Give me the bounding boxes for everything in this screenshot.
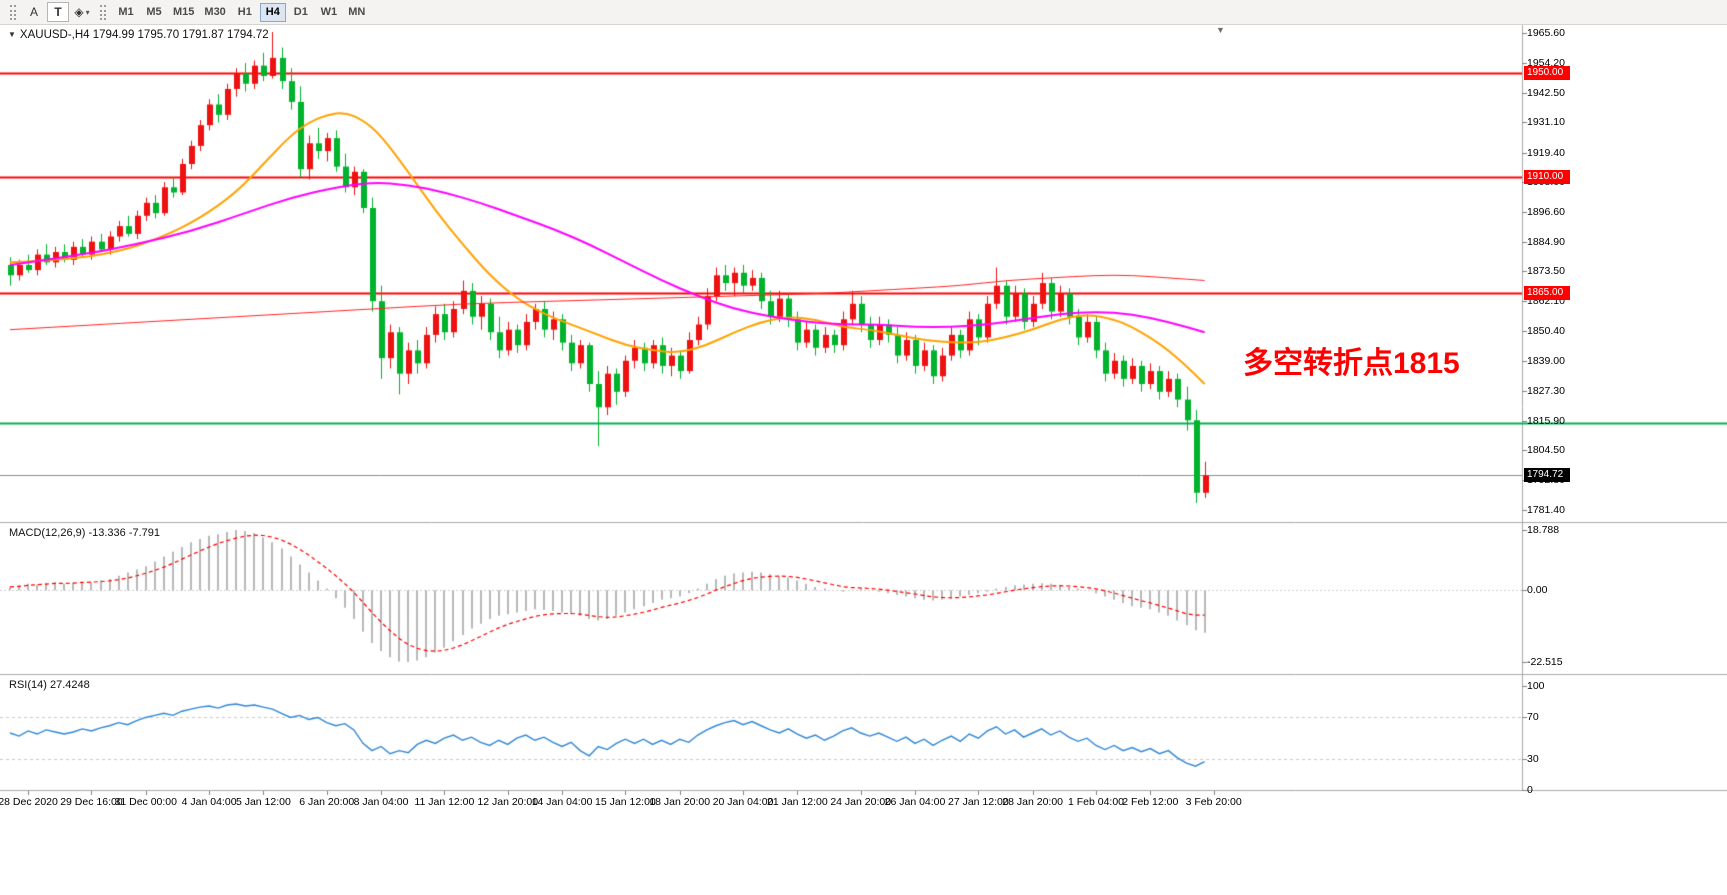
symbol-ohlc-line: ▼ XAUUSD-,H4 1794.99 1795.70 1791.87 1794… — [8, 29, 269, 41]
price-axis-label: 1850.40 — [1527, 325, 1565, 338]
timeframe-button-m15[interactable]: M15 — [173, 6, 195, 18]
price-axis-label: 1954.20 — [1527, 56, 1565, 69]
shapes-dropdown-icon[interactable]: ◈ ▾ — [74, 5, 90, 19]
time-axis-label: 4 Jan 04:00 — [181, 796, 237, 808]
rsi-axis-label: 0 — [1527, 784, 1533, 796]
toolbar-grip[interactable] — [100, 4, 106, 20]
timeframe-button-d1[interactable]: D1 — [293, 6, 308, 18]
hline-price-label[interactable]: 1950.00 — [1524, 66, 1570, 81]
time-axis-label: 28 Dec 2020 — [0, 796, 58, 808]
rsi-axis-label: 100 — [1527, 680, 1545, 693]
timeframe-button-m1[interactable]: M1 — [118, 6, 134, 18]
macd-axis-label: 18.788 — [1527, 524, 1560, 537]
chart-annotation-text[interactable]: 多空转折点1815 — [1243, 347, 1460, 380]
time-axis-label: 21 Jan 12:00 — [766, 796, 828, 808]
chart-shift-marker-icon[interactable]: ▼ — [1216, 25, 1225, 35]
timeframe-button-mn[interactable]: MN — [348, 6, 366, 18]
price-axis-label: 1884.90 — [1527, 235, 1565, 248]
macd-indicator-label: MACD(12,26,9) -13.336 -7.791 — [9, 527, 161, 539]
time-axis-label: 14 Jan 04:00 — [531, 796, 593, 808]
rsi-axis-label: 70 — [1527, 711, 1539, 724]
time-axis-label: 6 Jan 20:00 — [299, 796, 355, 808]
toolbar: A T ◈ ▾ M1 M5 M15 M30 H1 H4 D1 W1 MN — [0, 0, 1727, 25]
timeframe-button-w1[interactable]: W1 — [320, 6, 338, 18]
price-axis-label: 1827.30 — [1527, 385, 1565, 398]
time-axis-label: 27 Jan 12:00 — [947, 796, 1009, 808]
price-axis-label: 1815.90 — [1527, 414, 1565, 427]
toolbar-grip[interactable] — [10, 4, 16, 20]
time-axis-label: 31 Dec 00:00 — [114, 796, 177, 808]
time-axis-label: 2 Feb 12:00 — [1122, 796, 1179, 808]
timeframe-button-h4[interactable]: H4 — [259, 2, 286, 22]
time-axis-label: 12 Jan 20:00 — [477, 796, 539, 808]
rsi-axis-label: 30 — [1527, 752, 1539, 765]
time-axis-label: 1 Feb 04:00 — [1067, 796, 1125, 808]
macd-axis-label: 0.00 — [1527, 584, 1548, 597]
time-axis-label: 8 Jan 04:00 — [353, 796, 409, 808]
hline-price-label[interactable]: 1910.00 — [1524, 169, 1570, 184]
time-axis-label: 26 Jan 04:00 — [884, 796, 946, 808]
time-axis-label: 11 Jan 12:00 — [414, 796, 475, 808]
timeframe-button-m5[interactable]: M5 — [146, 6, 162, 18]
time-axis-label: 15 Jan 12:00 — [595, 796, 656, 808]
current-price-label: 1794.72 — [1524, 468, 1570, 483]
price-axis-label: 1896.60 — [1527, 205, 1565, 218]
macd-axis-label: -22.515 — [1527, 656, 1563, 669]
symbol-dropdown-icon[interactable]: ▼ — [8, 30, 16, 39]
text-tool-icon[interactable]: T — [47, 2, 69, 22]
timeframe-button-m30[interactable]: M30 — [204, 6, 226, 18]
time-axis-label: 29 Dec 16:00 — [60, 796, 123, 808]
rsi-indicator-label: RSI(14) 27.4248 — [9, 679, 90, 691]
price-axis-label: 1942.50 — [1527, 86, 1565, 99]
price-axis-label: 1839.00 — [1527, 354, 1565, 367]
time-axis-label: 24 Jan 20:00 — [830, 796, 892, 808]
time-axis-label: 3 Feb 20:00 — [1185, 796, 1242, 808]
price-axis-label: 1965.60 — [1527, 27, 1565, 40]
symbol-ohlc-text: XAUUSD-,H4 1794.99 1795.70 1791.87 1794.… — [19, 29, 269, 41]
time-axis-label: 18 Jan 20:00 — [649, 796, 711, 808]
price-axis-label: 1919.40 — [1527, 146, 1565, 159]
price-axis-label: 1931.10 — [1527, 116, 1565, 129]
dropdown-caret-icon: ▾ — [85, 7, 90, 17]
time-axis-label: 20 Jan 04:00 — [712, 796, 774, 808]
price-axis-label: 1781.40 — [1527, 503, 1565, 516]
time-axis-label: 28 Jan 20:00 — [1002, 796, 1063, 808]
text-label-tool-icon[interactable]: A — [29, 5, 38, 19]
timeframe-button-h1[interactable]: H1 — [237, 6, 252, 18]
hline-price-label[interactable]: 1865.00 — [1524, 286, 1570, 301]
price-axis-label: 1873.50 — [1527, 265, 1565, 278]
price-axis-label: 1804.50 — [1527, 444, 1565, 457]
time-axis-label: 5 Jan 12:00 — [235, 796, 291, 808]
